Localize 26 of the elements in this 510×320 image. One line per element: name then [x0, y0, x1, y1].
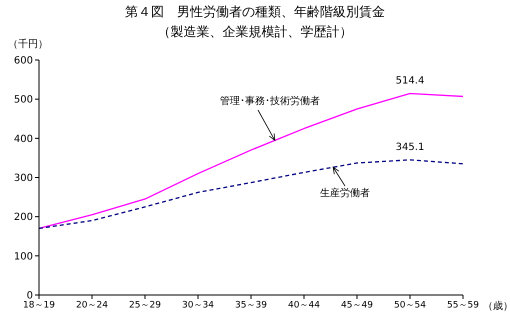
- x-tick-label: 35～39: [235, 300, 268, 310]
- x-tick-label: 30～34: [182, 300, 214, 310]
- y-tick-label: 100: [14, 251, 33, 262]
- x-tick-label: 45～49: [341, 300, 374, 310]
- y-tick-label: 0: [26, 290, 33, 302]
- x-tick-label: 20～24: [76, 300, 108, 310]
- data-label: 345.1: [396, 142, 424, 153]
- x-tick-label: 40～44: [288, 300, 320, 310]
- data-label: 514.4: [396, 76, 424, 87]
- x-axis-title: （歳）: [483, 300, 510, 312]
- y-axis-title: （千円）: [8, 38, 48, 50]
- y-tick-label: 600: [14, 56, 33, 67]
- y-tick-label: 500: [14, 94, 33, 106]
- chart-title: 第４図 男性労働者の種類、年齢階級別賃金: [125, 5, 385, 20]
- x-tick-label: 25～29: [129, 300, 162, 310]
- x-tick-label: 18～19: [23, 300, 56, 310]
- line-series: [38, 159, 464, 230]
- line-series: [38, 92, 464, 230]
- chart-subtitle: （製造業、企業規模計、学歴計）: [158, 25, 352, 40]
- x-tick-label: 55～59: [447, 300, 480, 310]
- y-tick-label: 400: [14, 134, 33, 145]
- series-label: 管理･事務･技術労働者: [220, 95, 320, 107]
- x-tick-label: 50～54: [394, 300, 426, 310]
- y-tick-label: 300: [14, 173, 33, 184]
- series-label: 生産労働者: [320, 187, 370, 199]
- y-tick-label: 200: [14, 212, 33, 224]
